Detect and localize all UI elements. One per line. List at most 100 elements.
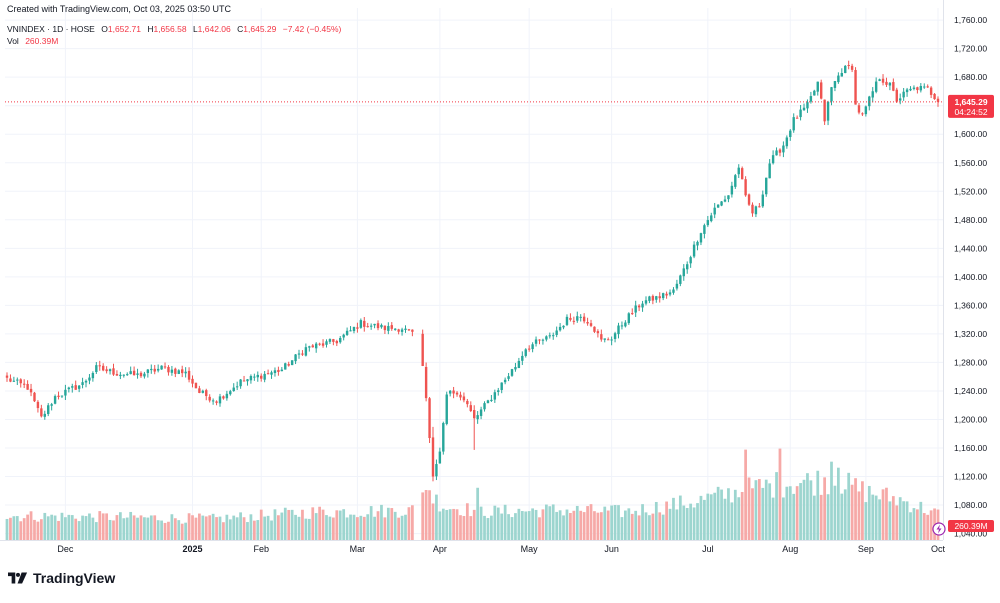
candle: [119, 371, 122, 380]
candle: [847, 60, 850, 70]
candle-body: [840, 72, 844, 77]
tradingview-logo-icon: [8, 572, 28, 584]
volume-bar: [67, 514, 71, 540]
candle-body: [527, 348, 531, 350]
candle-body: [153, 368, 156, 372]
volume-bar: [225, 514, 229, 540]
volume-bar: [448, 509, 452, 540]
candle: [352, 326, 356, 334]
candle-body: [476, 415, 479, 420]
volume-bar: [620, 517, 624, 540]
volume-bar: [472, 509, 476, 540]
tradingview-logo[interactable]: TradingView: [8, 570, 115, 586]
candle: [765, 177, 768, 197]
candle-body: [713, 207, 716, 215]
volume-bar: [857, 491, 861, 540]
volume-bar: [486, 518, 490, 540]
candle-body: [126, 374, 129, 376]
candle-body: [658, 296, 661, 299]
candle: [600, 329, 603, 342]
volume-bar: [465, 503, 469, 540]
candle-body: [459, 394, 462, 398]
candle: [84, 379, 88, 388]
y-tick-label: 1,600.00: [954, 129, 987, 139]
candle-body: [222, 396, 225, 399]
candle: [555, 326, 558, 338]
volume-bar: [496, 507, 500, 540]
candle: [589, 319, 593, 328]
candle: [380, 323, 383, 329]
candle: [150, 364, 153, 374]
candle-body: [816, 81, 819, 92]
volume-bar: [606, 510, 610, 540]
candle: [850, 63, 854, 73]
candle: [339, 336, 342, 344]
candle-body: [150, 368, 153, 371]
candle-body: [91, 372, 95, 379]
candle: [545, 335, 548, 342]
candle-body: [321, 343, 325, 346]
candle-body: [479, 409, 483, 416]
volume-bar: [569, 513, 572, 540]
volume-bar: [441, 508, 445, 540]
candle-body: [435, 464, 438, 477]
volume-bar: [479, 506, 483, 540]
candle-body: [112, 368, 115, 375]
candle: [249, 374, 253, 384]
volume-bar: [70, 515, 74, 540]
y-tick-label: 1,520.00: [954, 186, 987, 196]
volume-bar: [266, 515, 270, 540]
symbol-label[interactable]: VNINDEX · 1D · HOSE: [7, 24, 95, 34]
candle-body: [665, 293, 668, 296]
candle: [617, 322, 620, 339]
candle-body: [593, 326, 596, 332]
candle: [297, 349, 301, 359]
volume-bar: [792, 493, 796, 540]
volume-bar: [19, 521, 23, 540]
candle: [431, 426, 435, 482]
y-tick-label: 1,280.00: [954, 357, 987, 367]
volume-bar: [462, 516, 466, 540]
candle-body: [744, 179, 747, 196]
candle-body: [232, 387, 235, 392]
volume-bar: [586, 506, 589, 540]
volume-bar: [215, 517, 218, 540]
candle-body: [387, 326, 390, 331]
lightning-icon[interactable]: [932, 522, 946, 536]
volume-bar: [610, 505, 614, 540]
candle: [156, 364, 160, 373]
candle: [754, 205, 758, 218]
volume-bar: [672, 497, 675, 540]
candle-body: [26, 383, 29, 390]
candle: [239, 379, 242, 389]
candle: [514, 362, 517, 372]
candle: [582, 313, 586, 324]
candle-body: [194, 382, 198, 389]
candle-body: [497, 390, 500, 392]
candle: [177, 369, 180, 375]
volume-bar: [9, 517, 12, 540]
candle-body: [655, 296, 658, 300]
candle: [634, 300, 637, 318]
volume-bar: [84, 516, 88, 540]
candle: [129, 366, 132, 375]
candle: [77, 385, 81, 393]
volume-label[interactable]: Vol: [7, 36, 19, 46]
low-value: 1,642.06: [197, 24, 231, 34]
candle: [538, 339, 541, 345]
volume-bar: [228, 519, 232, 540]
volume-bar: [311, 507, 315, 540]
volume-bar: [146, 517, 150, 540]
candle: [919, 83, 923, 93]
candle: [854, 67, 857, 105]
candle: [311, 344, 314, 348]
volume-bar: [648, 515, 651, 540]
candle: [902, 88, 905, 101]
candle: [235, 381, 239, 391]
candle: [916, 86, 919, 94]
candle: [809, 91, 813, 104]
candle-body: [936, 98, 940, 102]
candle: [644, 296, 648, 306]
candle-body: [826, 101, 830, 121]
